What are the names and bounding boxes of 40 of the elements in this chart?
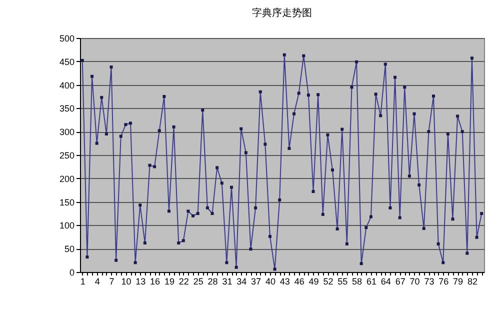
x-tick-label: 64 bbox=[380, 276, 391, 286]
x-tick-label: 55 bbox=[338, 276, 348, 286]
x-tick-label: 82 bbox=[467, 276, 478, 286]
x-tick-label: 76 bbox=[438, 276, 449, 286]
y-tick-label: 450 bbox=[59, 56, 74, 67]
y-tick-label: 250 bbox=[59, 150, 74, 160]
y-tick-label: 300 bbox=[59, 127, 74, 138]
y-tick-label: 400 bbox=[59, 80, 74, 90]
x-tick-label: 67 bbox=[395, 276, 406, 286]
x-tick-label: 70 bbox=[410, 276, 420, 286]
y-tick-label: 350 bbox=[59, 104, 74, 114]
x-tick-label: 10 bbox=[121, 276, 132, 286]
x-tick-label: 52 bbox=[323, 276, 334, 286]
x-tick-label: 40 bbox=[265, 276, 276, 286]
x-tick-label: 31 bbox=[222, 276, 232, 286]
x-tick-label: 43 bbox=[280, 276, 290, 286]
y-tick-label: 50 bbox=[64, 244, 74, 254]
x-tick-label: 16 bbox=[150, 276, 160, 286]
y-tick-label: 200 bbox=[59, 174, 74, 184]
y-tick-label: 150 bbox=[59, 197, 74, 208]
x-tick-label: 22 bbox=[178, 276, 189, 286]
x-tick-label: 49 bbox=[308, 276, 319, 286]
x-tick-label: 34 bbox=[236, 276, 247, 286]
x-tick-label: 79 bbox=[453, 276, 464, 286]
x-tick-label: 61 bbox=[366, 276, 376, 286]
x-tick-label: 25 bbox=[193, 276, 204, 286]
y-tick-label: 500 bbox=[59, 34, 74, 44]
x-tick-label: 7 bbox=[109, 276, 114, 286]
x-tick-label: 19 bbox=[164, 276, 174, 286]
chart-title: 字典序走势图 bbox=[252, 7, 312, 19]
y-tick-label: 100 bbox=[59, 220, 74, 231]
x-tick-label: 1 bbox=[80, 276, 86, 286]
x-tick-label: 28 bbox=[208, 276, 218, 286]
x-tick-label: 4 bbox=[94, 276, 100, 286]
x-tick-label: 37 bbox=[251, 276, 262, 286]
y-tick-label: 0 bbox=[69, 268, 74, 278]
x-tick-label: 13 bbox=[136, 276, 146, 286]
x-tick-label: 58 bbox=[352, 276, 362, 286]
x-tick-label: 73 bbox=[424, 276, 434, 286]
x-tick-label: 46 bbox=[294, 276, 304, 286]
